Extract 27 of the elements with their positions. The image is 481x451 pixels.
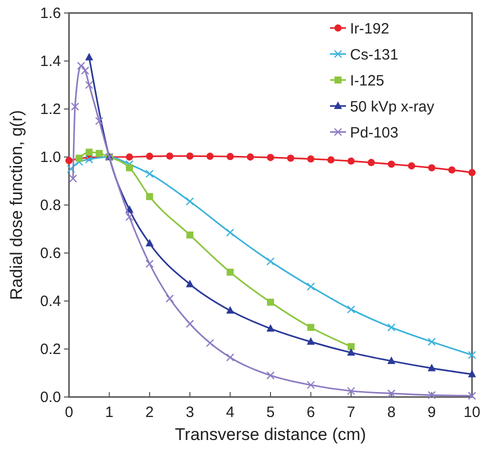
y-tick-label: 0.8 [40,197,61,214]
x-tick-label: 4 [226,404,234,421]
x-tick-label: 9 [428,404,436,421]
x-axis-title: Transverse distance (cm) [174,425,366,444]
legend-label: 50 kVp x-ray [350,98,435,116]
x-tick-label: 0 [64,404,74,421]
legend-label: I-125 [350,72,384,90]
x-tick-label: 6 [306,404,315,421]
legend-label: Pd-103 [350,124,398,142]
y-axis-title: Radial dose function, g(r) [7,110,26,300]
legend-label: Cs-131 [350,46,398,64]
y-tick-label: 1.6 [40,5,61,22]
x-tick-label: 5 [266,404,275,421]
x-tick-label: 7 [346,404,356,421]
y-tick-label: 1.4 [40,53,61,70]
x-tick-label: 3 [186,404,194,421]
y-tick-label: 0.2 [40,341,61,358]
x-tick-label: 10 [464,404,480,421]
x-tick-label: 1 [105,404,114,421]
legend-label: Ir-192 [350,20,390,38]
x-tick-label: 2 [145,404,154,421]
y-tick-label: 1.0 [40,149,61,166]
y-tick-label: 0.6 [40,245,61,262]
y-tick-label: 1.2 [40,101,61,118]
y-tick-label: 0.0 [40,389,61,406]
x-tick-label: 8 [387,404,396,421]
y-tick-label: 0.4 [40,293,61,310]
